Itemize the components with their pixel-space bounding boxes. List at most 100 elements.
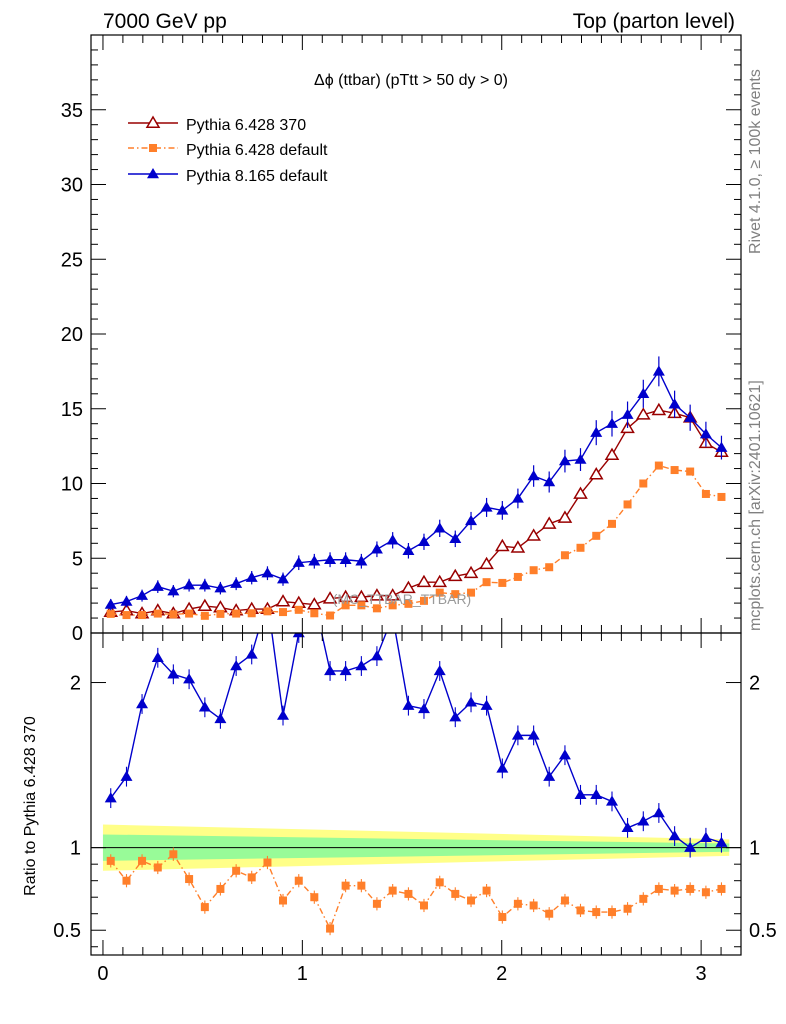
ratio-point-pythia8-default: [433, 664, 446, 676]
data-point-pythia6-default: [451, 590, 460, 599]
ratio-point-pythia6-default: [639, 894, 648, 903]
data-point-pythia6-default: [169, 610, 178, 619]
data-point-pythia6-default: [686, 467, 695, 476]
ratio-y-tick-label-right: 1: [749, 838, 760, 860]
data-point-pythia6-default: [341, 601, 350, 610]
ratio-point-pythia6-default: [372, 899, 381, 908]
ratio-point-pythia6-default: [560, 896, 569, 905]
data-point-pythia6-default: [482, 578, 491, 587]
ratio-y-tick-label: 1: [70, 838, 81, 860]
legend-item-pythia6-default: Pythia 6.428 default: [128, 142, 328, 159]
data-point-pythia8-default: [465, 514, 478, 526]
ratio-frame: [90, 632, 742, 956]
data-point-pythia6-370: [510, 540, 526, 553]
ratio-point-pythia6-default: [717, 884, 726, 893]
series-line-pythia6-370: [110, 409, 722, 615]
data-point-pythia8-default: [715, 441, 728, 452]
ratio-point-pythia8-default: [699, 831, 712, 842]
ratio-point-pythia8-default: [511, 729, 524, 740]
data-point-pythia8-default: [402, 544, 415, 555]
data-point-pythia6-default: [279, 608, 288, 617]
data-point-pythia6-370: [275, 594, 291, 607]
main-y-tick-label: 30: [61, 175, 83, 197]
data-point-pythia6-default: [247, 609, 256, 618]
data-point-pythia6-default: [419, 596, 428, 605]
ratio-point-pythia8-default: [621, 821, 634, 833]
data-point-pythia6-default: [701, 489, 710, 498]
ratio-point-pythia6-default: [279, 896, 288, 905]
data-point-pythia8-default: [621, 408, 634, 419]
ratio-line-pythia8-default: [110, 633, 722, 849]
data-point-pythia6-370: [495, 538, 510, 552]
data-point-pythia6-default: [654, 461, 663, 470]
data-point-pythia6-default: [467, 588, 476, 597]
data-point-pythia8-default: [230, 577, 243, 588]
ratio-point-pythia6-default: [169, 850, 178, 859]
ratio-point-pythia6-default: [576, 906, 585, 915]
legend-symbol-pythia6-370: [145, 115, 161, 128]
data-point-pythia6-default: [263, 607, 272, 616]
ratio-point-pythia8-default: [637, 815, 650, 826]
x-tick-label: 3: [696, 963, 707, 985]
data-point-pythia6-370: [369, 588, 385, 601]
data-point-pythia8-default: [590, 426, 603, 437]
data-point-pythia6-default: [670, 466, 679, 475]
data-point-pythia6-370: [322, 591, 338, 604]
chart-title: Δϕ (ttbar) (pTtt > 50 dy > 0): [314, 72, 508, 89]
data-point-pythia6-default: [592, 531, 601, 540]
ratio-point-pythia8-default: [104, 792, 117, 803]
data-point-pythia8-default: [637, 387, 650, 398]
data-point-pythia6-default: [545, 563, 554, 572]
ratio-point-pythia6-default: [263, 858, 272, 867]
data-point-pythia8-default: [136, 589, 149, 600]
ratio-point-pythia8-default: [527, 729, 540, 740]
ratio-point-pythia8-default: [292, 633, 305, 638]
data-point-pythia8-default: [496, 504, 509, 515]
ratio-point-pythia6-default: [529, 901, 538, 910]
ratio-point-pythia6-default: [419, 901, 428, 910]
data-point-pythia8-default: [214, 582, 227, 593]
data-point-pythia6-default: [200, 611, 209, 620]
ratio-point-pythia6-default: [232, 866, 241, 875]
series-line-pythia8-default: [110, 369, 722, 606]
ratio-point-pythia6-default: [200, 903, 209, 912]
ratio-point-pythia8-default: [230, 660, 243, 671]
ratio-point-pythia8-default: [151, 651, 164, 662]
ratio-y-tick-label-right: 0.5: [749, 920, 777, 942]
data-point-pythia8-default: [308, 555, 321, 566]
data-point-pythia6-default: [435, 588, 444, 597]
data-point-pythia6-default: [607, 519, 616, 528]
x-tick-label: 1: [297, 963, 308, 985]
header-right-label: Top (parton level): [573, 10, 735, 33]
main-series-group: [103, 356, 729, 620]
ratio-point-pythia8-default: [402, 699, 415, 710]
ratio-point-pythia6-default: [623, 904, 632, 913]
ratio-point-pythia6-default: [106, 856, 115, 865]
data-point-pythia8-default: [652, 365, 665, 376]
ratio-point-pythia8-default: [120, 770, 133, 781]
ratio-point-pythia6-default: [451, 889, 460, 898]
data-point-pythia8-default: [668, 398, 681, 409]
data-point-pythia6-370: [541, 516, 557, 529]
data-point-pythia6-370: [416, 574, 432, 588]
legend-label-pythia6-370: Pythia 6.428 370: [186, 117, 306, 134]
data-point-pythia8-default: [183, 579, 196, 590]
ratio-point-pythia8-default: [684, 841, 697, 852]
ratio-point-pythia6-default: [122, 876, 131, 885]
ratio-point-pythia8-default: [574, 788, 587, 800]
ratio-point-pythia8-default: [245, 648, 258, 659]
data-point-pythia8-default: [339, 553, 352, 564]
ratio-point-pythia8-default: [558, 749, 571, 760]
data-point-pythia8-default: [104, 598, 117, 609]
ratio-point-pythia6-default: [138, 856, 147, 865]
legend-label-pythia6-default: Pythia 6.428 default: [186, 142, 328, 159]
data-point-pythia8-default: [558, 455, 571, 466]
data-point-pythia6-370: [354, 589, 369, 603]
ratio-point-pythia8-default: [715, 836, 728, 847]
main-y-tick-label: 20: [61, 324, 83, 346]
ratio-series-group: [104, 633, 728, 936]
ratio-point-pythia6-default: [435, 878, 444, 887]
data-point-pythia8-default: [198, 579, 211, 590]
data-point-pythia8-default: [527, 470, 540, 481]
data-point-pythia6-370: [432, 574, 448, 588]
